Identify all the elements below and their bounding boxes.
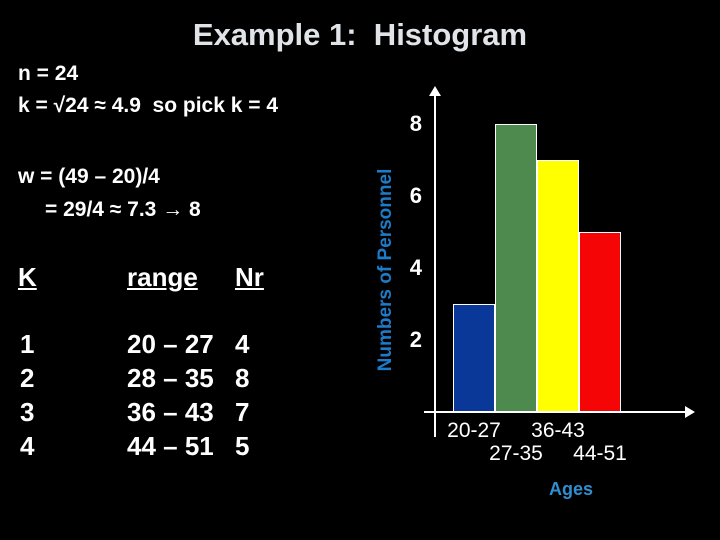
cell-range: 44 – 51	[127, 431, 214, 461]
header-nr: Nr	[235, 262, 264, 292]
table-row: 3 36 – 43 7	[18, 398, 275, 426]
bar-44-51	[579, 232, 621, 412]
cell-range: 20 – 27	[127, 329, 214, 359]
table-row: 2 28 – 35 8	[18, 364, 275, 392]
y-tick-8: 8	[409, 111, 422, 136]
cell-range: 28 – 35	[127, 363, 214, 393]
x-axis	[424, 411, 687, 413]
x-label-20-27: 20-27	[447, 419, 501, 442]
header-range: range	[127, 262, 198, 292]
y-axis	[434, 95, 436, 437]
n-equation: n = 24	[18, 62, 79, 85]
w-equation-line1: w = (49 – 20)/4	[18, 165, 160, 188]
table-row: 4 44 – 51 5	[18, 432, 275, 460]
cell-range: 36 – 43	[127, 397, 214, 427]
cell-k: 2	[20, 363, 35, 393]
frequency-table-rows: 1 20 – 27 4 2 28 – 35 8 3 36 – 43 7 4 44…	[18, 330, 275, 466]
slide-title: Example 1: Histogram	[192, 17, 528, 52]
bar-20-27	[453, 304, 495, 412]
frequency-table: K range Nr 1 20 – 27 4 2 28 – 35 8 3 36 …	[18, 263, 298, 460]
cell-k: 3	[20, 397, 35, 427]
table-row: 1 20 – 27 4	[18, 330, 275, 358]
cell-nr: 5	[235, 431, 250, 461]
y-tick-6: 6	[409, 183, 422, 208]
cell-k: 1	[20, 329, 35, 359]
cell-nr: 7	[235, 397, 250, 427]
w-equation-line2: = 29/4 ≈ 7.3 → 8	[45, 198, 201, 221]
cell-nr: 8	[235, 363, 250, 393]
x-label-44-51: 44-51	[573, 442, 627, 465]
x-label-27-35: 27-35	[489, 442, 543, 465]
y-tick-2: 2	[409, 327, 422, 352]
y-axis-arrow-icon	[429, 86, 441, 96]
x-axis-label: Ages	[549, 479, 594, 499]
y-tick-4: 4	[409, 255, 422, 280]
bar-36-43	[537, 160, 579, 412]
frequency-table-header: K range Nr	[18, 263, 298, 291]
k-equation: k = √24 ≈ 4.9 so pick k = 4	[18, 94, 279, 117]
x-label-36-43: 36-43	[531, 419, 585, 442]
bar-27-35	[495, 124, 537, 412]
header-k: K	[18, 262, 37, 292]
cell-nr: 4	[235, 329, 250, 359]
x-axis-arrow-icon	[685, 406, 695, 418]
cell-k: 4	[20, 431, 35, 461]
